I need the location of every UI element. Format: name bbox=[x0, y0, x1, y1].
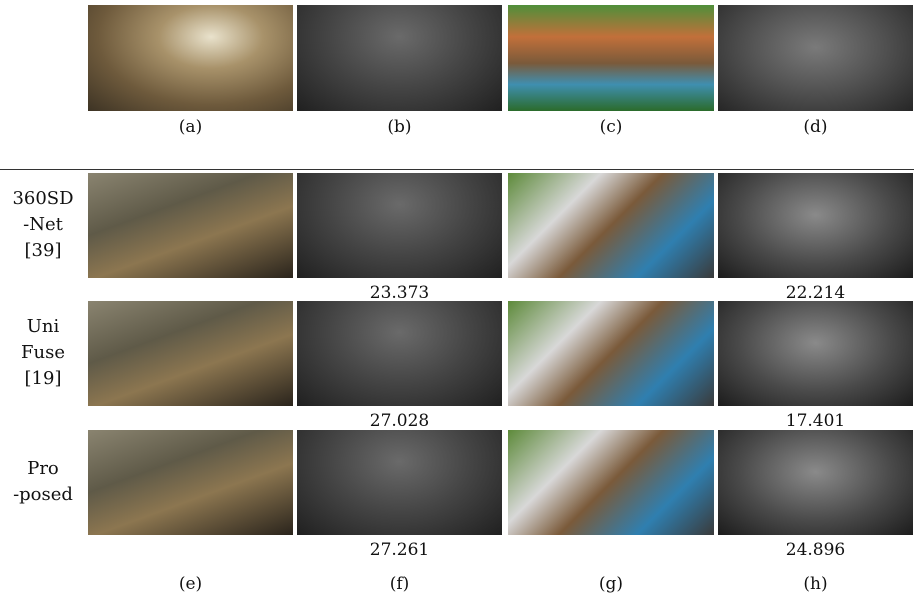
row-label-line: Uni bbox=[21, 314, 65, 340]
row-label: 360SD-Net[39] bbox=[12, 186, 73, 264]
image bbox=[718, 430, 913, 535]
row-label-line: [19] bbox=[21, 366, 65, 392]
score: 22.214 bbox=[786, 283, 845, 303]
figure: {"top_captions": ["(a)", "(b)", "(c)", "… bbox=[0, 0, 914, 601]
row-label-line: [39] bbox=[12, 238, 73, 264]
score: 17.401 bbox=[786, 411, 845, 431]
score: 24.896 bbox=[786, 540, 845, 560]
image bbox=[88, 301, 293, 406]
image bbox=[297, 301, 502, 406]
caption: (d) bbox=[803, 117, 827, 137]
image bbox=[718, 301, 913, 406]
image bbox=[88, 173, 293, 278]
image bbox=[508, 173, 714, 278]
caption: (b) bbox=[387, 117, 411, 137]
divider bbox=[0, 169, 914, 170]
caption: (g) bbox=[599, 574, 623, 594]
row-label-line: Pro bbox=[13, 456, 73, 482]
image bbox=[297, 173, 502, 278]
caption: (h) bbox=[803, 574, 827, 594]
score: 27.028 bbox=[370, 411, 429, 431]
image bbox=[508, 430, 714, 535]
image bbox=[88, 430, 293, 535]
row-label-line: 360SD bbox=[12, 186, 73, 212]
image bbox=[718, 5, 913, 111]
image bbox=[88, 5, 293, 111]
row-label-line: -Net bbox=[12, 212, 73, 238]
score: 27.261 bbox=[370, 540, 429, 560]
caption: (c) bbox=[600, 117, 623, 137]
row-label: Pro-posed bbox=[13, 456, 73, 508]
caption: (e) bbox=[179, 574, 202, 594]
score: 23.373 bbox=[370, 283, 429, 303]
image bbox=[718, 173, 913, 278]
caption: (a) bbox=[179, 117, 202, 137]
image bbox=[508, 5, 714, 111]
image bbox=[297, 430, 502, 535]
caption: (f) bbox=[390, 574, 410, 594]
image bbox=[508, 301, 714, 406]
row-label-line: Fuse bbox=[21, 340, 65, 366]
row-label-line: -posed bbox=[13, 482, 73, 508]
image bbox=[297, 5, 502, 111]
